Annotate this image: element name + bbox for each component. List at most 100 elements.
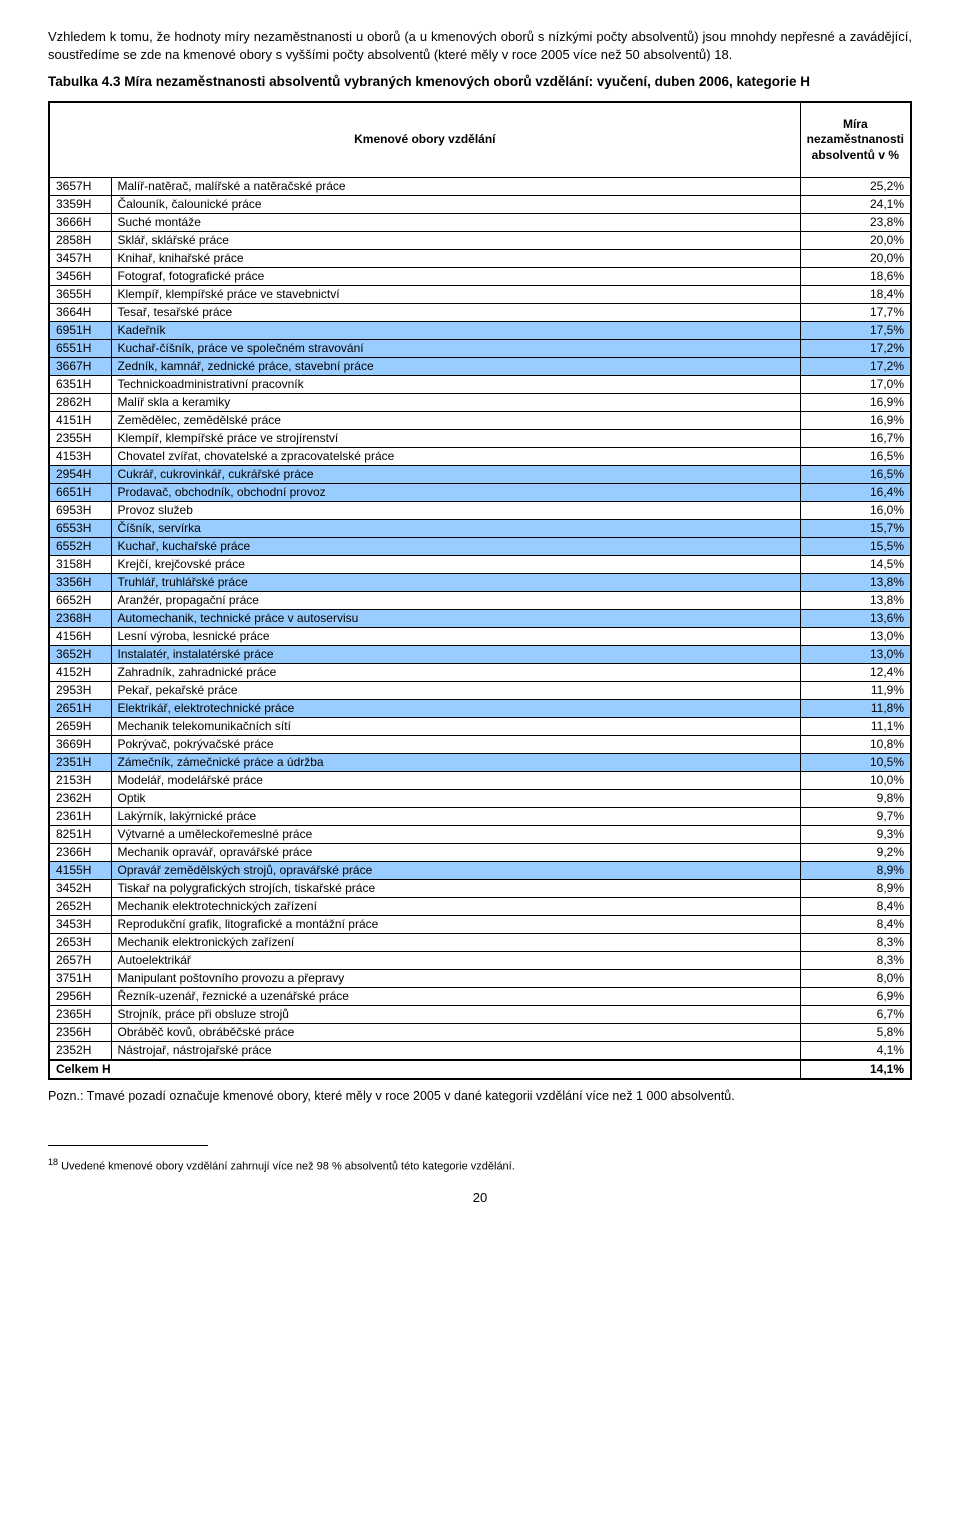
row-value: 17,7% [800, 304, 911, 322]
row-name: Výtvarné a uměleckořemeslné práce [111, 826, 800, 844]
row-value: 13,0% [800, 646, 911, 664]
row-name: Číšník, servírka [111, 520, 800, 538]
row-name: Klempíř, klempířské práce ve stavebnictv… [111, 286, 800, 304]
row-name: Pekař, pekařské práce [111, 682, 800, 700]
row-name: Strojník, práce při obsluze strojů [111, 1006, 800, 1024]
row-code: 4155H [49, 862, 111, 880]
row-code: 2351H [49, 754, 111, 772]
row-name: Kadeřník [111, 322, 800, 340]
row-name: Reprodukční grafik, litografické a montá… [111, 916, 800, 934]
table-row: 2153HModelář, modelářské práce10,0% [49, 772, 911, 790]
row-name: Mechanik elektrotechnických zařízení [111, 898, 800, 916]
row-code: 2956H [49, 988, 111, 1006]
row-value: 17,0% [800, 376, 911, 394]
footnote-rule [48, 1145, 208, 1146]
row-name: Knihař, knihařské práce [111, 250, 800, 268]
row-code: 3452H [49, 880, 111, 898]
table-row: 2956HŘezník-uzenář, řeznické a uzenářské… [49, 988, 911, 1006]
table-row: 4152HZahradník, zahradnické práce12,4% [49, 664, 911, 682]
row-name: Mechanik elektronických zařízení [111, 934, 800, 952]
row-name: Zemědělec, zemědělské práce [111, 412, 800, 430]
row-value: 13,0% [800, 628, 911, 646]
row-code: 2153H [49, 772, 111, 790]
table-row: 6651HProdavač, obchodník, obchodní provo… [49, 484, 911, 502]
row-code: 3652H [49, 646, 111, 664]
table-title: Tabulka 4.3 Míra nezaměstnanosti absolve… [48, 73, 912, 91]
table-row: 3452HTiskař na polygrafických strojích, … [49, 880, 911, 898]
row-code: 3158H [49, 556, 111, 574]
table-row: 2954HCukrář, cukrovinkář, cukrářské prác… [49, 466, 911, 484]
row-value: 11,1% [800, 718, 911, 736]
row-value: 8,4% [800, 916, 911, 934]
table-row: 6951HKadeřník17,5% [49, 322, 911, 340]
table-row: 3652HInstalatér, instalatérské práce13,0… [49, 646, 911, 664]
row-code: 6951H [49, 322, 111, 340]
row-code: 2954H [49, 466, 111, 484]
row-name: Pokrývač, pokrývačské práce [111, 736, 800, 754]
table-row: 3667HZedník, kamnář, zednické práce, sta… [49, 358, 911, 376]
row-code: 2355H [49, 430, 111, 448]
total-value: 14,1% [800, 1060, 911, 1079]
row-value: 17,2% [800, 358, 911, 376]
row-name: Kuchař-číšník, práce ve společném stravo… [111, 340, 800, 358]
row-name: Mechanik opravář, opravářské práce [111, 844, 800, 862]
row-value: 17,2% [800, 340, 911, 358]
row-value: 10,8% [800, 736, 911, 754]
row-value: 10,0% [800, 772, 911, 790]
row-name: Provoz služeb [111, 502, 800, 520]
row-value: 16,9% [800, 394, 911, 412]
row-code: 2652H [49, 898, 111, 916]
row-name: Technickoadministrativní pracovník [111, 376, 800, 394]
table-row: 4156HLesní výroba, lesnické práce13,0% [49, 628, 911, 646]
row-value: 5,8% [800, 1024, 911, 1042]
row-name: Lakýrník, lakýrnické práce [111, 808, 800, 826]
row-code: 3667H [49, 358, 111, 376]
table-row: 2659HMechanik telekomunikačních sítí11,1… [49, 718, 911, 736]
row-code: 6651H [49, 484, 111, 502]
table-row: 2858HSklář, sklářské práce20,0% [49, 232, 911, 250]
row-code: 2365H [49, 1006, 111, 1024]
unemployment-table: Kmenové obory vzdělání Míra nezaměstnano… [48, 101, 912, 1081]
table-row: 3751HManipulant poštovního provozu a pře… [49, 970, 911, 988]
row-value: 17,5% [800, 322, 911, 340]
row-value: 16,5% [800, 466, 911, 484]
row-value: 6,9% [800, 988, 911, 1006]
row-value: 8,3% [800, 952, 911, 970]
table-row: 2368HAutomechanik, technické práce v aut… [49, 610, 911, 628]
row-value: 9,2% [800, 844, 911, 862]
row-name: Řezník-uzenář, řeznické a uzenářské prác… [111, 988, 800, 1006]
row-code: 6351H [49, 376, 111, 394]
page-number: 20 [48, 1190, 912, 1205]
table-row: 2352HNástrojař, nástrojařské práce4,1% [49, 1042, 911, 1061]
table-row: 6953HProvoz služeb16,0% [49, 502, 911, 520]
row-code: 6551H [49, 340, 111, 358]
row-value: 20,0% [800, 250, 911, 268]
row-name: Lesní výroba, lesnické práce [111, 628, 800, 646]
row-code: 6552H [49, 538, 111, 556]
row-name: Suché montáže [111, 214, 800, 232]
header-col-value: Míra nezaměstnanosti absolventů v % [800, 102, 911, 178]
row-value: 18,4% [800, 286, 911, 304]
row-name: Autoelektrikář [111, 952, 800, 970]
table-row: 3664HTesař, tesařské práce17,7% [49, 304, 911, 322]
table-row: 3453HReprodukční grafik, litografické a … [49, 916, 911, 934]
row-code: 2368H [49, 610, 111, 628]
table-row: 3356HTruhlář, truhlářské práce13,8% [49, 574, 911, 592]
row-code: 6953H [49, 502, 111, 520]
table-row: 2657HAutoelektrikář8,3% [49, 952, 911, 970]
row-name: Prodavač, obchodník, obchodní provoz [111, 484, 800, 502]
table-row: 8251HVýtvarné a uměleckořemeslné práce9,… [49, 826, 911, 844]
row-value: 11,9% [800, 682, 911, 700]
row-name: Automechanik, technické práce v autoserv… [111, 610, 800, 628]
table-row: 2652HMechanik elektrotechnických zařízen… [49, 898, 911, 916]
row-code: 8251H [49, 826, 111, 844]
footnote-text: Uvedené kmenové obory vzdělání zahrnují … [58, 1161, 515, 1173]
row-name: Krejčí, krejčovské práce [111, 556, 800, 574]
row-name: Čalouník, čalounické práce [111, 196, 800, 214]
row-name: Tesař, tesařské práce [111, 304, 800, 322]
row-code: 2653H [49, 934, 111, 952]
row-value: 8,9% [800, 880, 911, 898]
row-value: 6,7% [800, 1006, 911, 1024]
row-value: 24,1% [800, 196, 911, 214]
intro-paragraph: Vzhledem k tomu, že hodnoty míry nezaměs… [48, 28, 912, 63]
